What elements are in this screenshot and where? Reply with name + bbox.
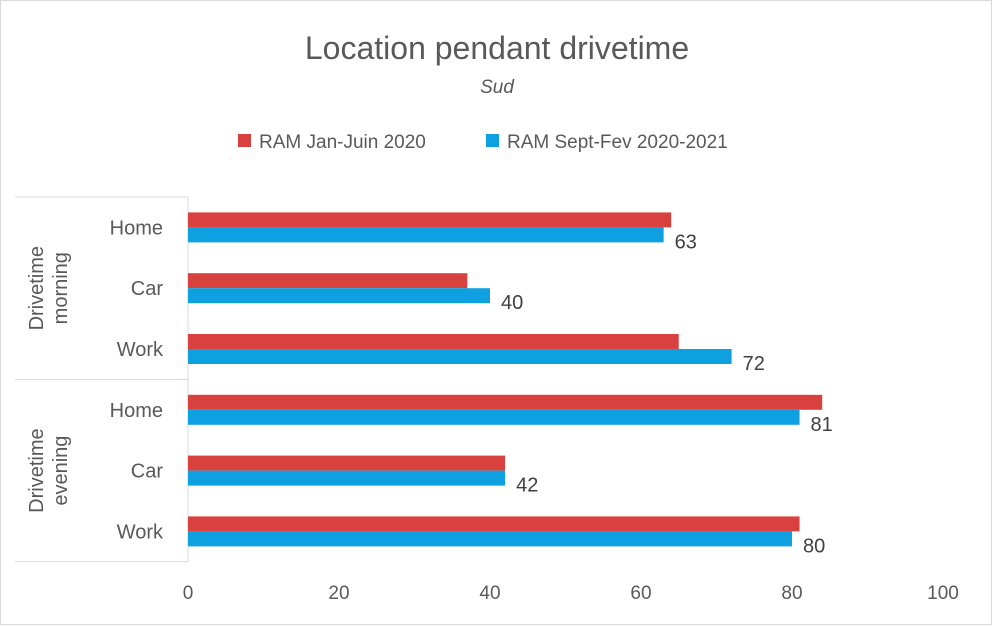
- category-label: Work: [117, 521, 164, 543]
- bar: [188, 227, 664, 243]
- data-label: 40: [501, 292, 523, 314]
- group-label-line: Drivetime: [26, 428, 48, 512]
- legend-label-series-2: RAM Sept-Fev 2020-2021: [507, 132, 728, 153]
- data-label: 63: [675, 231, 697, 253]
- x-tick-label: 80: [781, 583, 802, 604]
- bar: [188, 288, 490, 304]
- category-label: Home: [110, 217, 163, 239]
- bar: [188, 409, 800, 425]
- category-label: Car: [131, 461, 164, 483]
- group-label-line: morning: [50, 252, 72, 324]
- bar: [188, 349, 732, 364]
- data-label: 80: [803, 535, 825, 557]
- group-label: Drivetime morning: [26, 246, 72, 330]
- category-axis-lines: [15, 196, 189, 563]
- x-tick-label: 0: [183, 583, 194, 604]
- legend: RAM Jan-Juin 2020 RAM Sept-Fev 2020-2021: [238, 132, 728, 153]
- group-label-line: Drivetime: [26, 246, 48, 330]
- x-tick-label: 60: [630, 583, 651, 604]
- bar: [188, 212, 672, 228]
- chart-subtitle: Sud: [480, 77, 515, 98]
- category-labels: Home Car Work Home Car Work: [110, 217, 164, 543]
- x-tick-label: 40: [479, 583, 500, 604]
- data-label: 42: [516, 475, 538, 497]
- category-label: Car: [131, 278, 164, 300]
- bar: [188, 531, 792, 547]
- legend-label-series-1: RAM Jan-Juin 2020: [259, 132, 426, 153]
- legend-swatch-series-2: [486, 134, 499, 147]
- x-tick-label: 100: [927, 583, 959, 604]
- data-label: 72: [743, 353, 765, 375]
- group-label-line: evening: [50, 436, 72, 506]
- legend-swatch-series-1: [238, 134, 251, 147]
- bar: [188, 273, 468, 289]
- x-tick-label: 20: [328, 583, 349, 604]
- bar: [188, 455, 506, 471]
- chart-title: Location pendant drivetime: [305, 30, 689, 66]
- category-label: Work: [117, 339, 164, 361]
- category-label: Home: [110, 400, 163, 422]
- bar: [188, 470, 506, 486]
- bar: [188, 516, 800, 532]
- bar: [188, 394, 823, 410]
- x-tick-labels: 0 20 40 60 80 100: [183, 583, 959, 604]
- data-label: 81: [811, 414, 833, 436]
- bar: [188, 334, 679, 349]
- bars: [188, 212, 823, 547]
- group-label: Drivetime evening: [26, 428, 72, 512]
- data-labels: 63 40 72 81 42 80: [501, 231, 833, 557]
